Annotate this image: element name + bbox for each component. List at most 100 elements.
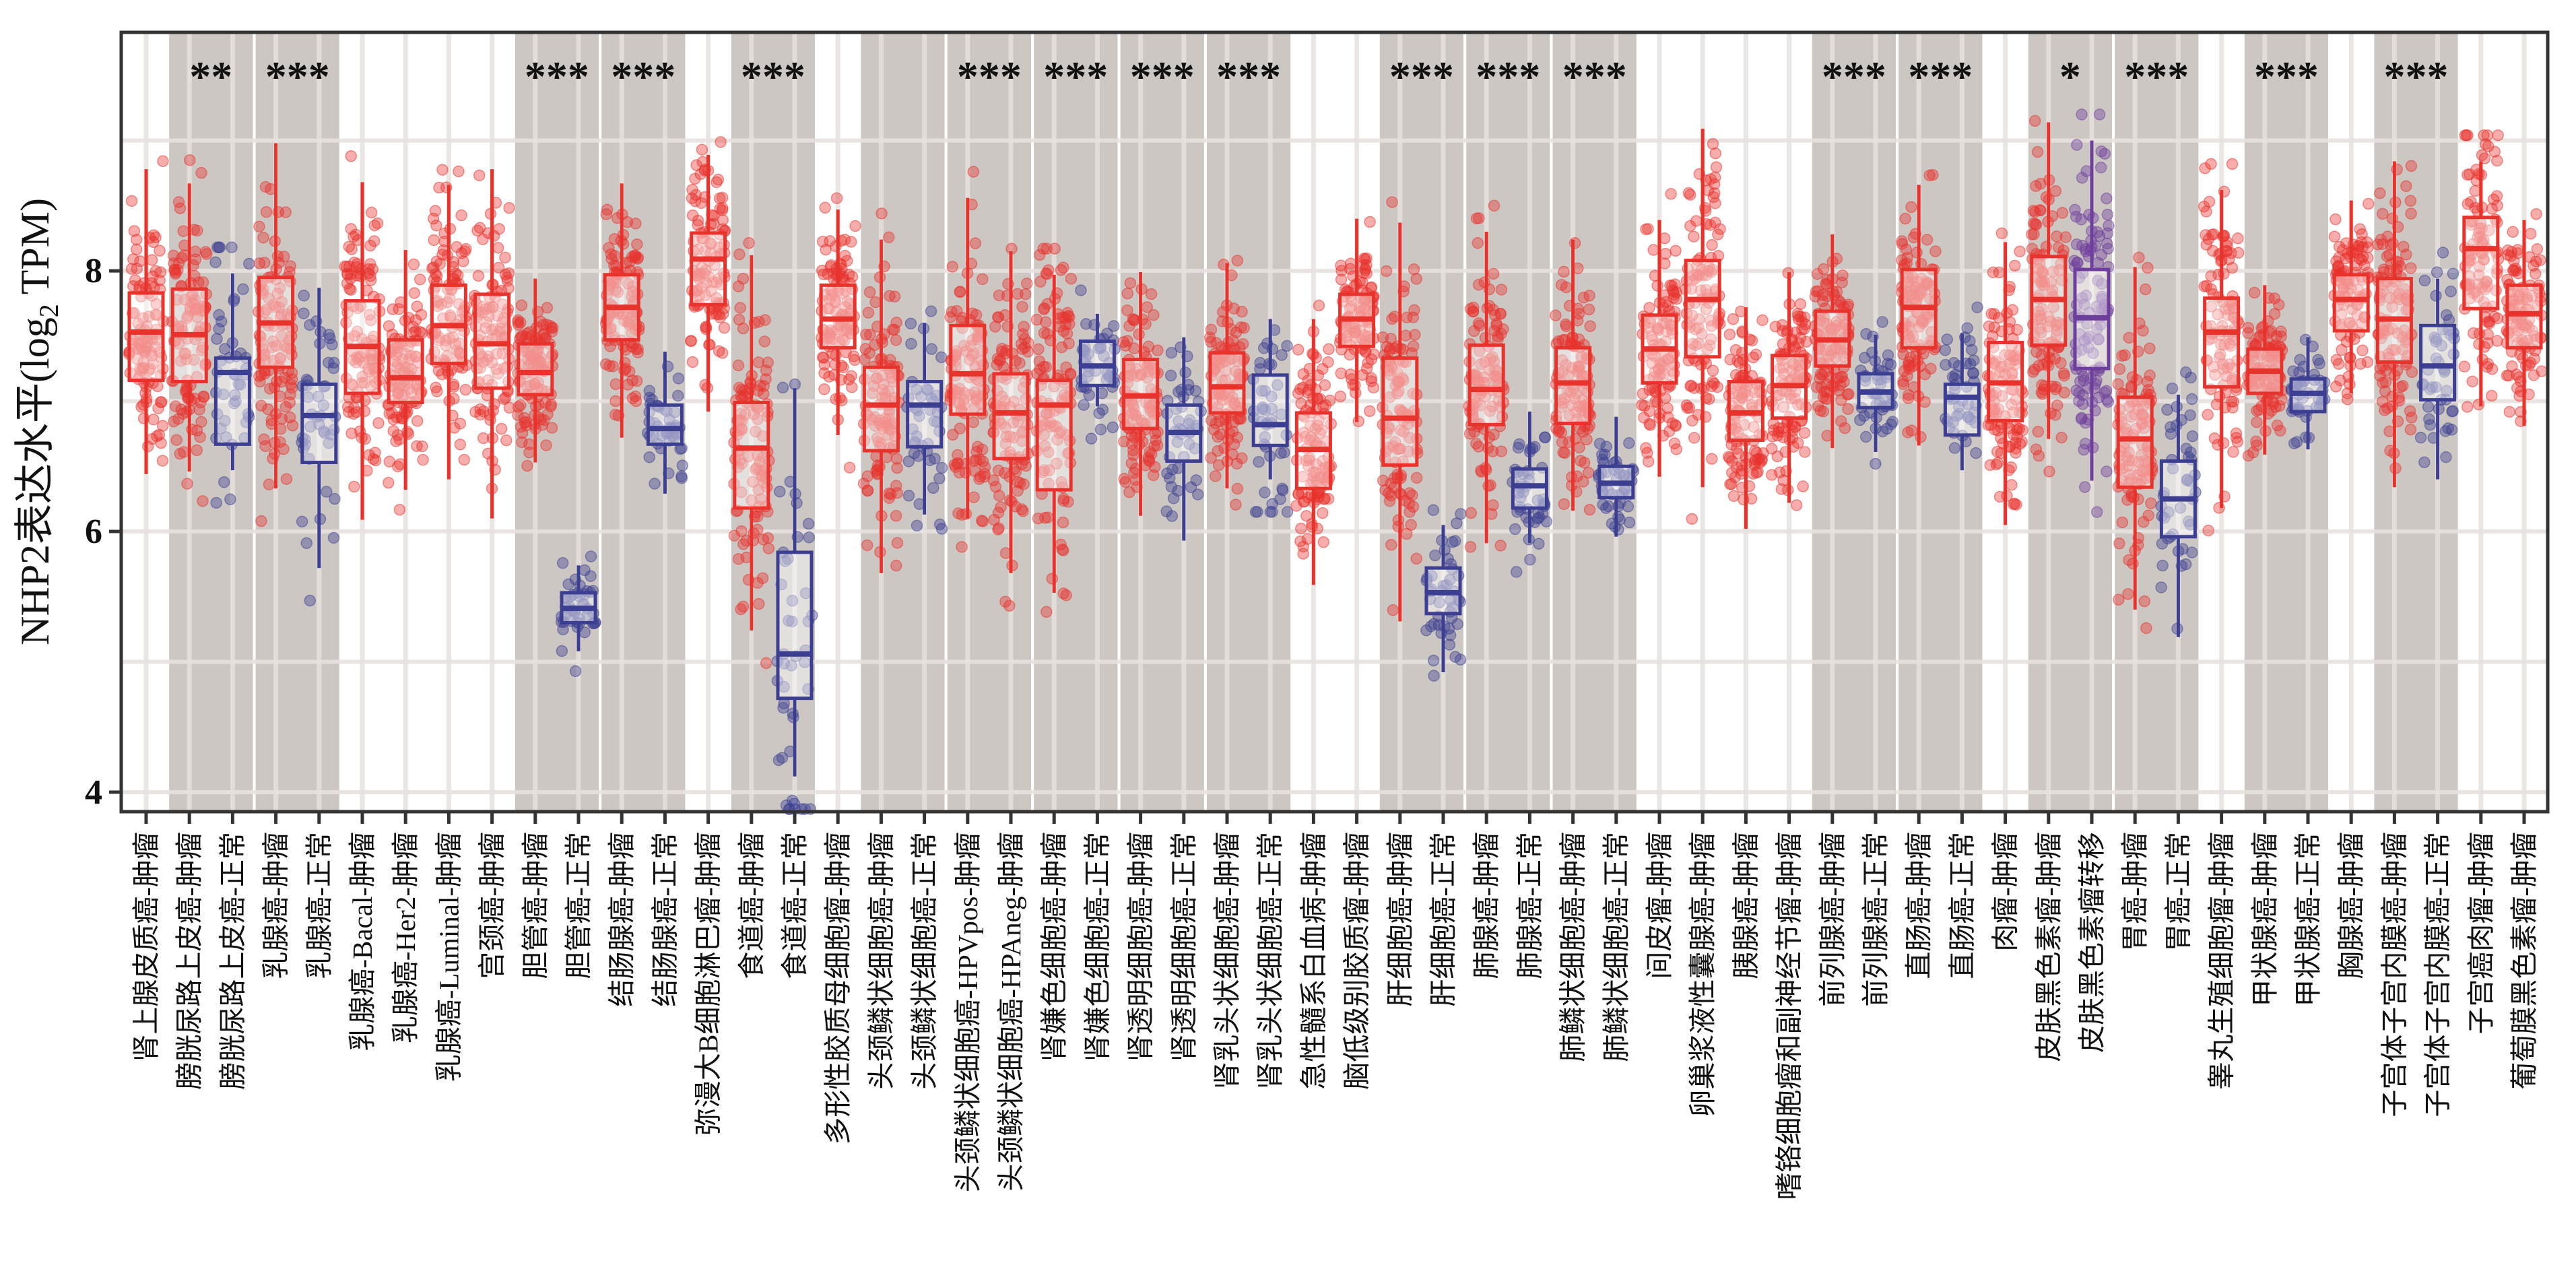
jitter-point — [1583, 503, 1596, 516]
jitter-point — [364, 314, 377, 327]
jitter-point — [2123, 331, 2136, 344]
jitter-point — [1666, 417, 1678, 430]
jitter-point — [622, 379, 634, 391]
jitter-point — [2198, 200, 2210, 213]
jitter-point — [321, 486, 333, 498]
jitter-point — [1838, 376, 1850, 388]
jitter-point — [521, 459, 533, 472]
jitter-point — [902, 490, 915, 502]
jitter-point — [1949, 368, 1962, 381]
jitter-point — [2161, 403, 2173, 416]
jitter-point — [686, 356, 699, 368]
jitter-point — [1991, 424, 2004, 436]
significance-band — [601, 32, 686, 812]
jitter-point — [816, 236, 829, 248]
jitter-point — [2469, 185, 2482, 197]
jitter-point — [407, 321, 420, 333]
jitter-point — [134, 362, 146, 375]
jitter-point — [1767, 424, 1780, 436]
jitter-point — [967, 166, 980, 178]
jitter-point — [1815, 381, 1828, 393]
jitter-point — [1107, 421, 1119, 434]
jitter-point — [125, 195, 138, 207]
jitter-point — [1843, 388, 1855, 400]
jitter-point — [1707, 364, 1719, 377]
jitter-point — [970, 454, 983, 466]
jitter-point — [436, 368, 448, 381]
jitter-point — [1659, 247, 1672, 260]
jitter-point — [1905, 424, 1918, 436]
jitter-point — [1317, 507, 1329, 519]
jitter-point — [716, 347, 729, 359]
jitter-point — [546, 422, 558, 434]
jitter-point — [890, 453, 903, 465]
jitter-point — [428, 234, 440, 247]
jitter-point — [2232, 232, 2244, 245]
jitter-point — [2379, 364, 2392, 377]
jitter-point — [258, 433, 270, 445]
jitter-point — [1383, 487, 1395, 499]
jitter-point — [1533, 538, 1545, 550]
jitter-point — [1407, 500, 1420, 513]
jitter-point — [1253, 455, 1265, 468]
jitter-point — [1940, 358, 1952, 371]
jitter-point — [735, 603, 747, 616]
significance-band — [2244, 32, 2328, 812]
jitter-point — [830, 192, 843, 204]
jitter-point — [2034, 204, 2046, 216]
jitter-point — [718, 321, 731, 334]
jitter-point — [632, 251, 645, 264]
jitter-point — [2156, 538, 2169, 550]
jitter-point — [1387, 604, 1399, 616]
jitter-point — [313, 418, 325, 430]
jitter-point — [184, 154, 196, 166]
jitter-point — [2008, 497, 2021, 510]
jitter-point — [2094, 161, 2107, 174]
jitter-point — [197, 391, 210, 403]
jitter-point — [1995, 227, 2008, 240]
jitter-point — [1160, 505, 1173, 517]
significance-band — [861, 32, 945, 812]
jitter-point — [368, 235, 381, 247]
jitter-point — [329, 492, 341, 505]
jitter-point — [298, 290, 310, 302]
jitter-point — [304, 319, 316, 331]
jitter-point — [1670, 245, 1682, 257]
jitter-point — [260, 205, 273, 218]
jitter-point — [473, 222, 486, 234]
jitter-point — [1352, 415, 1364, 428]
jitter-point — [2074, 375, 2086, 387]
jitter-point — [1392, 521, 1404, 533]
jitter-point — [2165, 421, 2177, 433]
jitter-point — [1640, 442, 1652, 454]
jitter-point — [417, 453, 429, 466]
jitter-point — [178, 348, 191, 360]
jitter-point — [430, 381, 442, 394]
jitter-point — [1464, 541, 1477, 553]
jitter-point — [692, 214, 704, 227]
jitter-point — [1923, 169, 1936, 182]
jitter-point — [2071, 139, 2083, 151]
jitter-point — [862, 306, 875, 319]
jitter-point — [429, 205, 442, 217]
jitter-point — [253, 220, 265, 233]
jitter-point — [298, 307, 310, 319]
jitter-point — [455, 209, 467, 222]
jitter-point — [193, 403, 205, 416]
jitter-point — [182, 310, 194, 322]
jitter-point — [267, 298, 279, 311]
jitter-point — [1136, 313, 1149, 325]
jitter-point — [366, 263, 379, 275]
jitter-point — [2092, 257, 2105, 269]
significance-band — [515, 32, 599, 812]
jitter-point — [643, 451, 656, 463]
jitter-point — [989, 321, 1001, 333]
jitter-point — [257, 231, 269, 244]
jitter-point — [2028, 115, 2041, 127]
jitter-point — [2080, 245, 2092, 257]
jitter-point — [2275, 330, 2287, 343]
jitter-point — [1921, 234, 1934, 246]
jitter-point — [211, 241, 224, 253]
jitter-point — [609, 395, 622, 408]
jitter-point — [502, 282, 515, 294]
